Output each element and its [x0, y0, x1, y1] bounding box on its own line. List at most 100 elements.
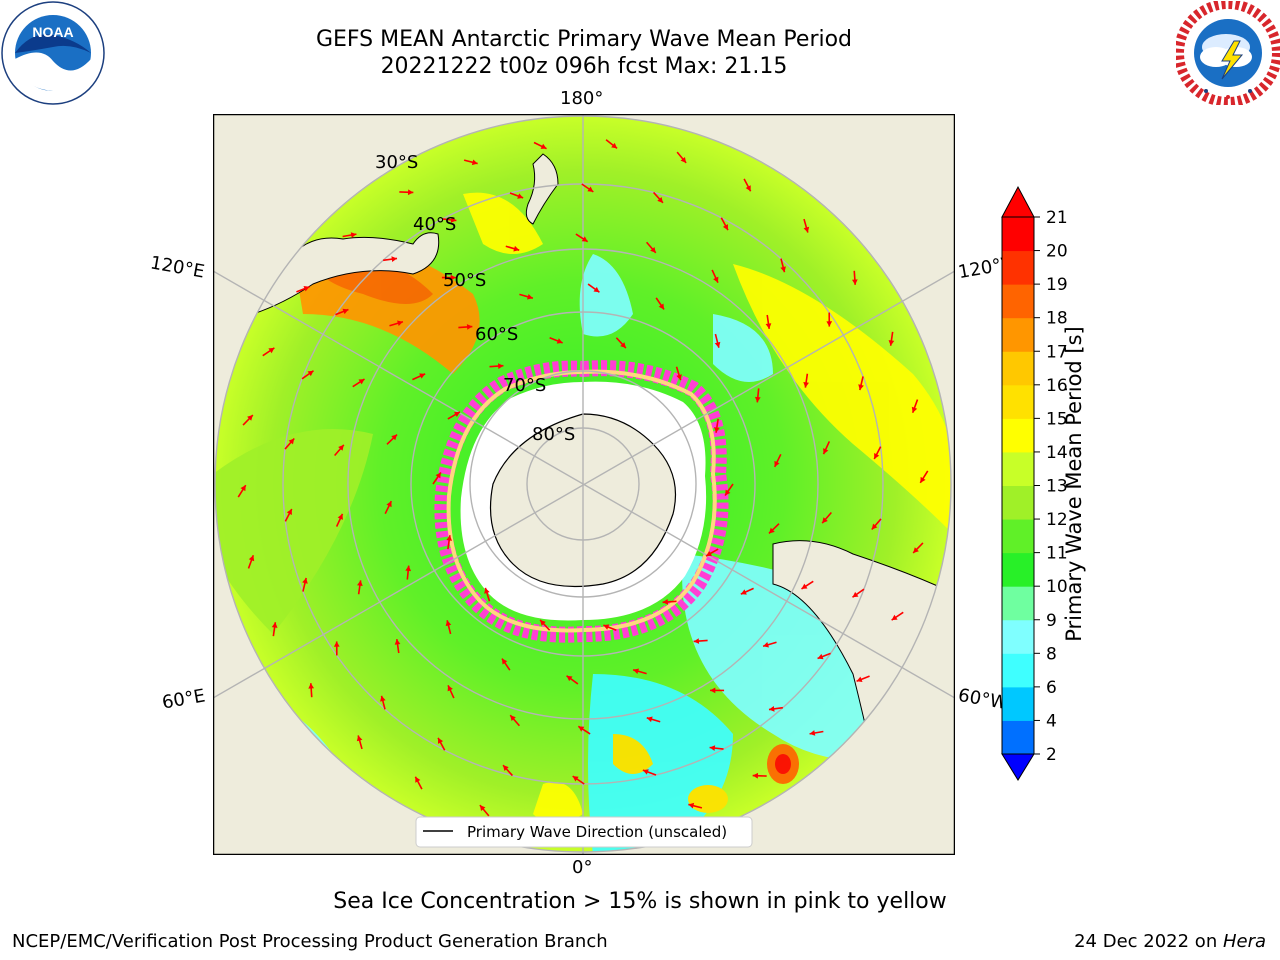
wave-arrow-head [633, 668, 639, 675]
wave-arrow-head [851, 279, 858, 285]
wave-arrow-head [809, 730, 816, 736]
lat-label-80s: 80°S [532, 424, 575, 445]
wave-arrow-head [822, 517, 828, 524]
colorbar-tick-label: 21 [1046, 208, 1068, 228]
wave-arrow-head [693, 638, 700, 644]
wave-arrow-head [765, 323, 772, 329]
colorbar-tick-label: 12 [1046, 510, 1068, 530]
wave-direction-arrows [237, 139, 929, 829]
wave-arrow-head [527, 293, 533, 300]
wave-arrow-head [540, 619, 546, 626]
date-stamp: 24 Dec 2022 on Hera [1074, 931, 1266, 952]
colorbar-band [1002, 451, 1034, 486]
wave-arrow-head [754, 396, 761, 403]
colorbar-band [1002, 250, 1034, 285]
colorbar-tick-label: 8 [1046, 644, 1057, 664]
wave-arrow-head [386, 501, 392, 508]
colorbar-band [1002, 586, 1034, 621]
lon-label-120e: 120°E [148, 252, 207, 283]
wave-arrow-head [503, 765, 509, 772]
colorbar-tick-label: 14 [1046, 443, 1068, 463]
colorbar-tick-label: 9 [1046, 611, 1057, 631]
wave-arrow-head [858, 384, 864, 391]
colorbar-band [1002, 217, 1034, 252]
wave-arrow-head [391, 256, 398, 263]
wave-arrow-head [391, 434, 398, 441]
wave-arrow-head [380, 695, 386, 702]
colorbar-band [1002, 418, 1034, 453]
date-text: 24 Dec 2022 on [1074, 931, 1223, 952]
noaa-text: NOAA [32, 24, 73, 40]
wave-arrow-head [302, 577, 308, 584]
wave-arrow-head [801, 583, 808, 589]
colorbar-tick-label: 16 [1046, 376, 1068, 396]
wave-arrow-head [657, 196, 663, 203]
wave-arrow-head [453, 411, 460, 418]
map-panel: 30°S 40°S 50°S 60°S 70°S 80°S Primary Wa… [212, 113, 956, 856]
wave-arrow-head [706, 550, 713, 557]
wave-arrow-head [871, 523, 878, 530]
wave-arrow-head [357, 580, 363, 587]
wave-arrow-head [780, 266, 786, 273]
wave-arrow-head [725, 489, 731, 496]
wave-arrow-head [342, 308, 349, 315]
lat-label-50s: 50°S [443, 270, 486, 291]
wave-arrow-head [709, 745, 716, 751]
wave-arrow-head [438, 737, 444, 744]
wave-arrow-head [450, 274, 456, 281]
wave-arrow-head [713, 427, 720, 433]
colorbar-tick-label: 11 [1046, 544, 1068, 564]
wave-arrow-head [774, 460, 780, 467]
colorbar-band [1002, 552, 1034, 587]
lat-label-30s: 30°S [375, 152, 418, 173]
colorbar-tick-label: 20 [1046, 242, 1068, 262]
map-frame [212, 113, 956, 856]
wave-arrow-head [501, 658, 508, 665]
colorbar-band [1002, 720, 1034, 755]
colorbar-band [1002, 619, 1034, 654]
colorbar-tick-label: 15 [1046, 409, 1068, 429]
colorbar-extend-min [1001, 753, 1035, 781]
wave-arrow-head [587, 186, 594, 192]
wave-arrow-head [446, 535, 453, 541]
wave-arrow-head [920, 476, 926, 483]
sea-ice-note: Sea Ice Concentration > 15% is shown in … [333, 889, 947, 914]
wave-arrow-head [407, 189, 414, 196]
wave-arrow-head [680, 156, 687, 163]
wave-arrow-head [891, 614, 898, 621]
colorbar-band [1002, 351, 1034, 386]
colorbar-tick-label: 10 [1046, 577, 1068, 597]
polar-map: 30°S 40°S 50°S 60°S 70°S 80°S Primary Wa… [212, 113, 956, 856]
wave-arrow-head [450, 217, 457, 223]
colorbar-band [1002, 519, 1034, 554]
wave-arrow-head [303, 285, 310, 292]
colorbar-bands [1001, 185, 1035, 781]
wave-arrow-head [419, 373, 426, 379]
wave-arrow-head [676, 374, 682, 381]
wave-arrow-head [578, 726, 585, 732]
colorbar-band [1002, 686, 1034, 721]
lat-label-60s: 60°S [475, 324, 518, 345]
wave-arrow-head [874, 453, 880, 460]
wave-arrow-head [540, 143, 547, 149]
wave-arrow-head [510, 715, 516, 722]
wave-arrow-head [513, 245, 520, 252]
colorbar-band [1002, 284, 1034, 319]
wave-arrow-head [435, 472, 441, 479]
wave-arrow-head [447, 685, 453, 692]
wave-arrow-head [714, 341, 721, 348]
credit-text: NCEP/EMC/Verification Post Processing Pr… [12, 931, 608, 952]
wave-arrow-head [517, 193, 524, 199]
nws-logo [1174, 0, 1280, 107]
wave-arrow-head [268, 347, 275, 354]
wave-arrow-head [768, 527, 775, 534]
lon-label-180: 180° [560, 88, 604, 109]
wave-arrow-head [397, 320, 403, 327]
wave-arrow-head [556, 338, 563, 344]
wave-arrow-head [603, 624, 610, 630]
wave-arrow-head [710, 687, 716, 694]
colorbar-tick-label: 18 [1046, 309, 1068, 329]
wave-arrow-head [745, 185, 751, 192]
wave-arrow-head [763, 641, 769, 648]
wave-arrow-head [271, 622, 278, 628]
